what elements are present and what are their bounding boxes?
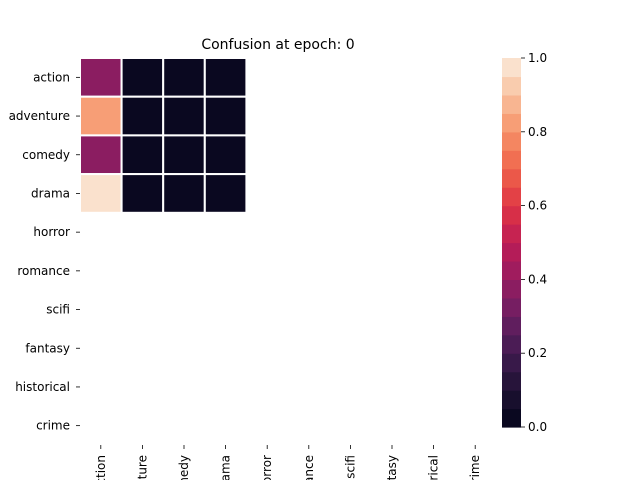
row-labels: action adventure comedy drama horror romance s…: [9, 70, 80, 433]
colorbar-segment: [502, 168, 521, 188]
col-label-scifi: scifi: [343, 455, 357, 479]
colorbar-segment: [502, 353, 521, 373]
colorbar-segment: [502, 187, 521, 207]
heatmap-cell-drama-2: [162, 173, 206, 214]
heatmap-cell-comedy-2: [162, 134, 206, 176]
colorbar-tick-label: 1.0: [528, 51, 547, 65]
heatmap-cell-drama-3: [203, 173, 248, 214]
heatmap-cell-drama-1: [120, 173, 165, 214]
heatmap-cell-drama-0: [79, 173, 123, 214]
col-labels: action enture omedy drama horror mance scifi nt…: [94, 445, 482, 480]
col-label-drama: drama: [219, 455, 233, 480]
colorbar-segment: [502, 297, 521, 317]
colorbar-tick-label: 0.6: [528, 199, 547, 213]
row-label-scifi: scifi: [46, 303, 70, 317]
heatmap-cell-comedy-3: [203, 134, 248, 176]
row-label-action: action: [33, 70, 70, 84]
heatmap-cell-adventure-0: [79, 95, 123, 137]
col-label-horror: horror: [260, 455, 274, 480]
colorbar-segment: [502, 260, 521, 280]
colorbar-segment: [502, 131, 521, 151]
colorbar-segment: [502, 224, 521, 244]
colorbar-segment: [502, 334, 521, 354]
row-label-comedy: comedy: [22, 148, 70, 162]
colorbar-segment: [502, 279, 521, 299]
heatmap-cell-comedy-1: [120, 134, 165, 176]
colorbar-segment: [502, 76, 521, 96]
colorbar-segment: [502, 94, 521, 114]
col-label-torical: torical: [427, 455, 441, 480]
colorbar-segment: [502, 58, 521, 78]
row-label-crime: crime: [36, 419, 70, 433]
colorbar-segment: [502, 150, 521, 170]
colorbar-tick-label: 0.4: [528, 272, 547, 286]
colorbar-segment: [502, 390, 521, 410]
heatmap-cell-action-3: [203, 57, 248, 98]
row-label-adventure: adventure: [9, 109, 70, 123]
colorbar-segment: [502, 205, 521, 225]
colorbar-tick-label: 0.8: [528, 125, 547, 139]
colorbar-segment: [502, 316, 521, 336]
row-label-horror: horror: [33, 225, 70, 239]
colorbar-segment: [502, 113, 521, 133]
heatmap-cell-action-0: [79, 57, 123, 98]
colorbar-tick-label: 0.0: [528, 420, 547, 434]
row-label-historical: historical: [15, 380, 70, 394]
colorbar: 0.0 0.2 0.4 0.6 0.8 1.0: [502, 51, 547, 434]
chart-title: Confusion at epoch: 0: [201, 37, 354, 53]
heatmap-cell-comedy-0: [79, 134, 123, 176]
col-label-action: action: [94, 455, 108, 480]
col-label-omedy: omedy: [177, 455, 191, 480]
heatmap-cell-adventure-1: [120, 95, 165, 137]
colorbar-segment: [502, 408, 521, 428]
row-label-romance: romance: [17, 264, 70, 278]
row-label-drama: drama: [31, 186, 70, 200]
col-label-ntasy: ntasy: [385, 455, 399, 480]
heatmap-cells: [79, 57, 248, 214]
heatmap-cell-action-1: [120, 57, 165, 98]
colorbar-segment: [502, 371, 521, 391]
colorbar-segment: [502, 242, 521, 262]
row-label-fantasy: fantasy: [25, 341, 70, 355]
heatmap-cell-adventure-3: [203, 95, 248, 137]
colorbar-tick-label: 0.2: [528, 346, 547, 360]
col-label-crime: crime: [468, 455, 482, 480]
col-label-enture: enture: [135, 455, 149, 480]
col-label-mance: mance: [302, 455, 316, 480]
heatmap-cell-action-2: [162, 57, 206, 98]
heatmap-cell-adventure-2: [162, 95, 206, 137]
